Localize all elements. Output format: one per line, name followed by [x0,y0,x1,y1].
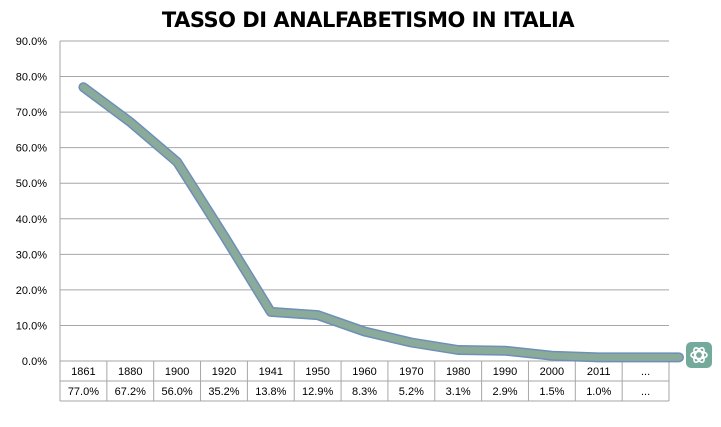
data-value-label: 1.5% [539,386,564,398]
y-tick-label: 70.0% [16,107,47,119]
data-value-label: 67.2% [115,386,146,398]
y-tick-label: 90.0% [16,36,47,48]
x-tick-label: 1980 [446,366,470,378]
data-value-label: 56.0% [162,386,193,398]
data-value-label: ... [641,386,650,398]
x-tick-label: 1920 [212,366,236,378]
data-value-label: 13.8% [255,386,286,398]
x-tick-label: 1880 [118,366,142,378]
y-tick-label: 0.0% [22,356,47,368]
x-tick-label: 2011 [587,366,611,378]
x-tick-label: 1970 [399,366,423,378]
y-tick-label: 10.0% [16,320,47,332]
data-value-label: 8.3% [352,386,377,398]
data-value-label: 5.2% [399,386,424,398]
x-tick-label: 1861 [71,366,95,378]
data-value-label: 12.9% [302,386,333,398]
openai-logo-icon [686,342,712,368]
x-tick-label: 1950 [305,366,329,378]
x-tick-label: 2000 [540,366,564,378]
data-value-label: 2.9% [492,386,517,398]
x-tick-label: 1960 [352,366,376,378]
y-tick-label: 40.0% [16,214,47,226]
y-tick-label: 30.0% [16,249,47,261]
y-tick-label: 80.0% [16,72,47,84]
data-value-label: 77.0% [68,386,99,398]
data-value-label: 1.0% [586,386,611,398]
gridlines [59,40,669,362]
data-value-label: 3.1% [446,386,471,398]
data-value-label: 35.2% [208,386,239,398]
y-axis-ticks: 0.0% 10.0% 20.0% 30.0% 40.0% 50.0% 60.0% 70.0% 8… [16,36,47,368]
chart-title: TASSO DI ANALFABETISMO IN ITALIA [162,8,575,32]
data-table: 1861 1880 1900 1920 1941 1950 1960 1970 1980 1990… [59,361,670,402]
x-tick-label: 1990 [493,366,517,378]
y-tick-label: 50.0% [16,178,47,190]
y-tick-label: 60.0% [16,143,47,155]
series-line [78,82,684,363]
x-tick-label: 1941 [259,366,283,378]
series-line-outline [78,82,684,363]
x-tick-label: 1900 [165,366,189,378]
x-tick-label: ... [641,366,650,378]
y-tick-label: 20.0% [16,285,47,297]
series-line-path [79,83,683,361]
